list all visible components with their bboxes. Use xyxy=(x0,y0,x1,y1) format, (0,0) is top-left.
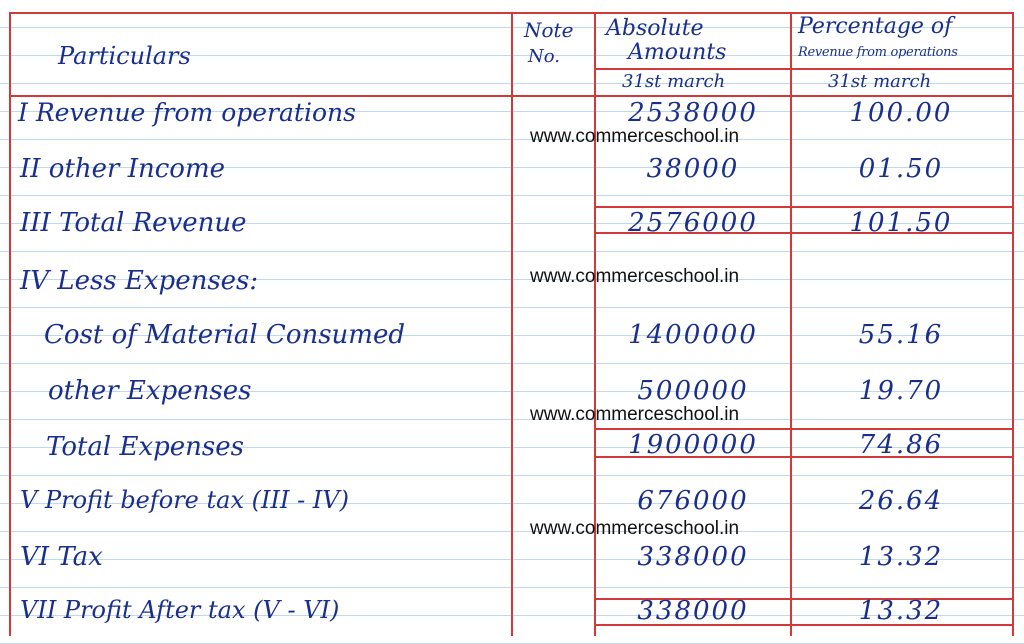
row-revenue-percent: 100.00 xyxy=(849,98,953,128)
row-less-expenses-label: IV Less Expenses: xyxy=(20,266,259,296)
row-total-revenue-label: III Total Revenue xyxy=(20,208,247,238)
table-border-top xyxy=(9,12,1014,14)
row-profit-after-tax-amount: 338000 xyxy=(637,596,749,626)
watermark-text: www.commerceschool.in xyxy=(530,518,740,539)
amount-column-divider xyxy=(594,12,596,636)
row-other-expenses-amount: 500000 xyxy=(637,376,749,406)
percent-column-divider xyxy=(790,12,792,636)
watermark-text: www.commerceschool.in xyxy=(530,126,740,147)
row-material-consumed-percent: 55.16 xyxy=(858,320,944,350)
row-tax-amount: 338000 xyxy=(637,542,749,572)
header-absolute-line1: Absolute xyxy=(606,16,704,41)
row-profit-after-tax-label: VII Profit After tax (V - VI) xyxy=(20,596,340,624)
total-revenue-line-bottom xyxy=(594,232,1014,234)
row-profit-before-tax-amount: 676000 xyxy=(637,486,749,516)
profit-after-tax-line-top xyxy=(594,598,1014,600)
table-border-left xyxy=(9,12,11,636)
header-bottom-line xyxy=(9,95,1014,97)
watermark-text: www.commerceschool.in xyxy=(530,266,740,287)
total-expenses-line-bottom xyxy=(594,456,1014,458)
header-percentage-line1: Percentage of xyxy=(798,14,953,39)
header-particulars: Particulars xyxy=(58,42,191,70)
row-total-expenses-label: Total Expenses xyxy=(46,432,244,462)
profit-after-tax-line-bottom xyxy=(594,624,1014,626)
row-profit-before-tax-percent: 26.64 xyxy=(858,486,944,516)
row-total-expenses-percent: 74.86 xyxy=(858,430,944,460)
row-other-income-percent: 01.50 xyxy=(858,154,944,184)
header-absolute-line2: Amounts xyxy=(628,40,727,65)
subheader-divider xyxy=(594,68,1014,70)
header-absolute-date: 31st march xyxy=(622,71,726,92)
row-revenue-label: I Revenue from operations xyxy=(18,98,356,127)
row-other-income-amount: 38000 xyxy=(646,154,740,184)
row-tax-percent: 13.32 xyxy=(858,542,944,572)
header-percentage-date: 31st march xyxy=(828,71,932,92)
header-percentage-line2: Revenue from operations xyxy=(798,45,958,60)
row-total-revenue-amount: 2576000 xyxy=(628,208,758,238)
row-other-expenses-label: other Expenses xyxy=(48,376,252,406)
row-other-income-label: II other Income xyxy=(20,154,226,184)
total-revenue-line-top xyxy=(594,206,1014,208)
row-tax-label: VI Tax xyxy=(20,542,103,572)
note-column-divider xyxy=(511,12,513,636)
table-border-right xyxy=(1012,12,1014,636)
row-revenue-amount: 2538000 xyxy=(628,98,758,128)
watermark-text: www.commerceschool.in xyxy=(530,404,740,425)
row-profit-after-tax-percent: 13.32 xyxy=(858,596,944,626)
header-note-line1: Note xyxy=(524,18,574,42)
row-material-consumed-label: Cost of Material Consumed xyxy=(44,320,405,350)
row-total-revenue-percent: 101.50 xyxy=(849,208,953,238)
row-profit-before-tax-label: V Profit before tax (III - IV) xyxy=(20,486,349,514)
row-total-expenses-amount: 1900000 xyxy=(628,430,758,460)
row-material-consumed-amount: 1400000 xyxy=(628,320,758,350)
row-other-expenses-percent: 19.70 xyxy=(858,376,944,406)
total-expenses-line-top xyxy=(594,428,1014,430)
header-note-line2: No. xyxy=(528,46,560,67)
